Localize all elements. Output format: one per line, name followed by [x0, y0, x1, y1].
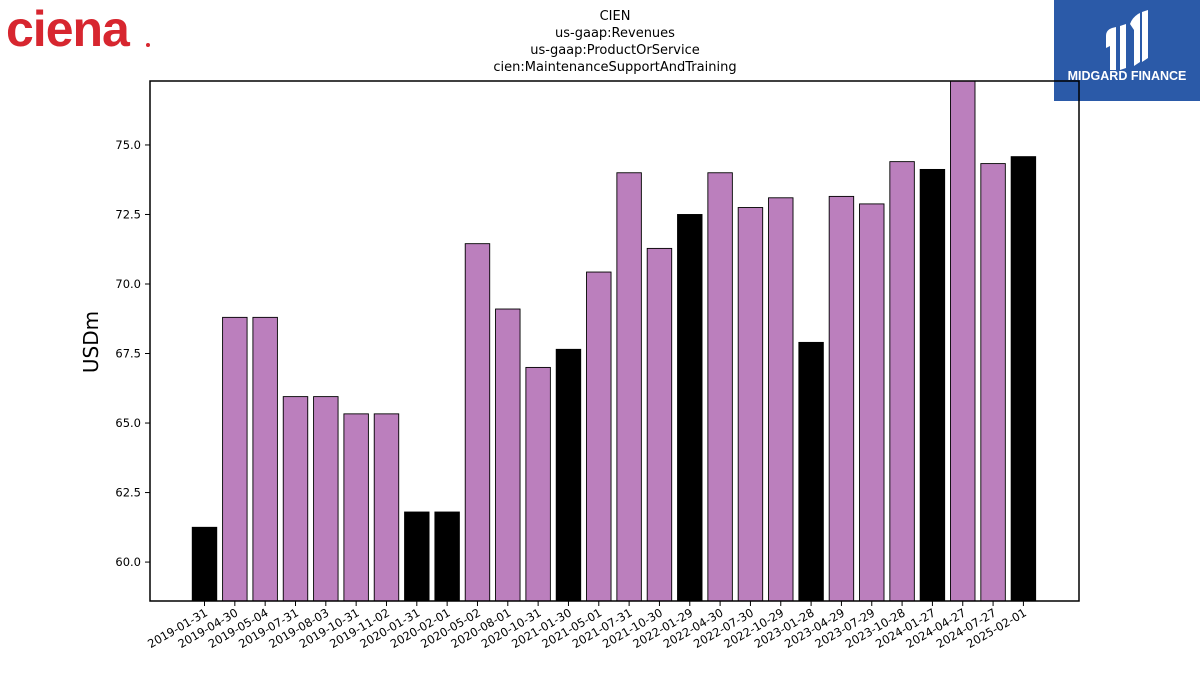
bar-2021-05-01: [586, 271, 612, 602]
bar-2021-07-31: [616, 172, 642, 602]
chart-title-line: cien:MaintenanceSupportAndTraining: [493, 60, 736, 75]
ciena-logo: ciena: [4, 0, 154, 58]
bar-2023-07-29: [859, 203, 885, 602]
chart-title: CIEN us-gaap:Revenues us-gaap:ProductOrS…: [493, 9, 736, 75]
y-tick-label: 65.0: [115, 416, 141, 430]
bar-2020-10-31: [525, 366, 551, 602]
midgard-logo-icon: [1106, 10, 1148, 70]
bar-2022-04-30: [707, 172, 733, 602]
y-tick-label: 60.0: [115, 555, 141, 569]
y-tick-label: 70.0: [115, 277, 141, 291]
bar-2023-04-29: [828, 195, 855, 602]
bar-2022-07-30: [737, 207, 764, 602]
bar-2019-05-04: [252, 316, 278, 602]
bar-2019-10-31: [343, 413, 369, 602]
ciena-dot: [146, 43, 150, 47]
plot-frame: [149, 80, 1080, 602]
bar-2024-07-27: [980, 163, 1006, 602]
bar-2019-04-30: [222, 316, 248, 602]
y-tick-label: 75.0: [115, 138, 141, 152]
bar-2019-01-31: [191, 526, 218, 602]
x-axis: 2019-01-312019-04-302019-05-042019-07-31…: [145, 601, 1029, 651]
bars-group: [191, 80, 1037, 602]
bar-2020-08-01: [495, 308, 521, 602]
y-tick-label: 72.5: [115, 207, 141, 221]
bar-2019-08-03: [313, 396, 339, 602]
y-tick-label: 62.5: [115, 486, 141, 500]
bar-2023-01-28: [798, 341, 824, 602]
midgard-logo-text: MIDGARD FINANCE: [1068, 69, 1187, 83]
y-tick-label: 67.5: [115, 347, 141, 361]
bar-2022-10-29: [768, 197, 794, 602]
bar-2024-01-27: [919, 168, 946, 602]
ciena-logo-text: ciena: [6, 1, 131, 54]
y-axis: 60.0 62.5 65.0 67.5 70.0 72.5 75.0: [115, 138, 150, 569]
bar-2022-01-29: [677, 214, 703, 602]
bar-2019-11-02: [373, 413, 400, 602]
bar-2023-10-28: [889, 161, 915, 602]
bar-2019-07-31: [282, 396, 309, 602]
bar-2025-02-01: [1010, 156, 1037, 602]
bar-2021-10-30: [646, 247, 673, 602]
chart-title-line: CIEN: [600, 9, 631, 24]
bar-2020-01-31: [404, 511, 430, 602]
y-axis-label: USDm: [79, 311, 103, 373]
bar-2020-02-01: [434, 511, 460, 602]
bar-2024-04-27: [950, 80, 976, 602]
bar-2020-05-02: [464, 243, 491, 602]
bar-2021-01-30: [555, 348, 582, 602]
chart-title-line: us-gaap:Revenues: [555, 26, 675, 41]
chart-title-line: us-gaap:ProductOrService: [530, 43, 700, 58]
